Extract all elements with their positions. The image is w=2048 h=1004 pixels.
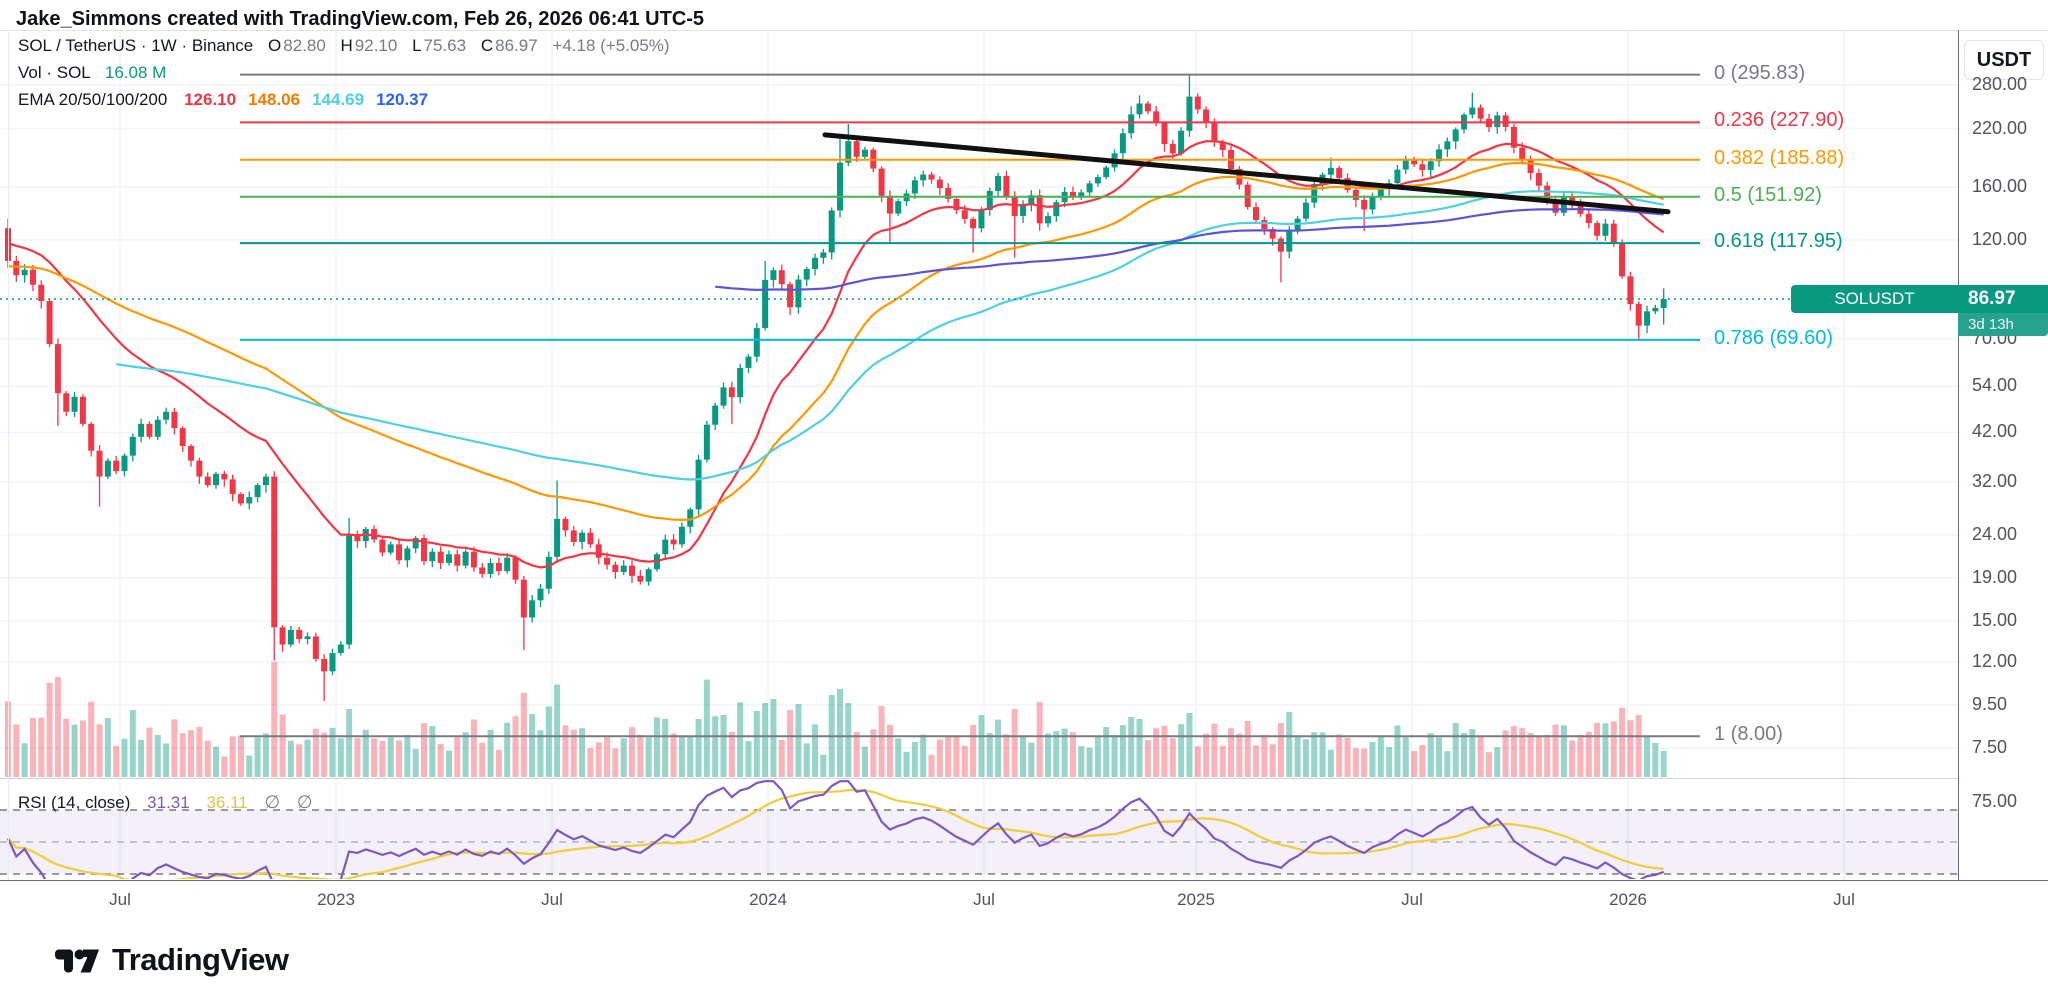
- time-tick-label: Jul: [541, 890, 563, 909]
- rsi-legend-row[interactable]: RSI (14, close) 31.31 36.11 ∅ ∅: [18, 792, 313, 813]
- pane-separator[interactable]: [0, 778, 1958, 779]
- high-value: 92.10: [354, 36, 398, 55]
- price-tick-label: 120.00: [1972, 228, 2028, 249]
- frame-top-border: [0, 30, 2048, 31]
- close-label: C: [480, 36, 494, 55]
- price-tick-label: 42.00: [1972, 421, 2018, 442]
- time-tick-label: 2025: [1177, 890, 1215, 909]
- price-tick-label: 12.00: [1972, 650, 2018, 671]
- price-tick-label: 9.50: [1972, 693, 2008, 714]
- open-label: O: [268, 36, 282, 55]
- price-tick-label: 32.00: [1972, 471, 2018, 492]
- time-tick-label: 2026: [1609, 890, 1647, 909]
- bar-countdown-chip: 3d 13h: [1958, 313, 2048, 336]
- low-value: 75.63: [423, 36, 467, 55]
- change-value: +4.18 (+5.05%): [552, 36, 670, 55]
- plot-left-border: [8, 30, 9, 880]
- last-price-chip: 86.97: [1958, 285, 2048, 313]
- fib-level-label: 0.5 (151.92): [1714, 183, 1822, 206]
- price-tick-label: 24.00: [1972, 523, 2018, 544]
- price-tick-label: 54.00: [1972, 375, 2018, 396]
- price-tick-label: 7.50: [1972, 737, 2008, 758]
- rsi-label: RSI (14, close): [18, 793, 131, 812]
- fib-level-label: 0.618 (117.95): [1714, 230, 1843, 253]
- fib-level-label: 0 (295.83): [1714, 61, 1806, 84]
- time-axis-border: [0, 880, 2048, 881]
- ema-value: 148.06: [248, 90, 301, 109]
- empty-value-icon: ∅: [264, 792, 281, 812]
- rsi-ma-value: 36.11: [206, 793, 248, 812]
- tradingview-logo-text: TradingView: [112, 942, 289, 977]
- price-tick-label: 160.00: [1972, 176, 2028, 197]
- ema-value: 126.10: [184, 90, 237, 109]
- time-tick-label: Jul: [109, 890, 131, 909]
- rsi-tick-label: 75.00: [1972, 791, 2018, 811]
- volume-value: 16.08 M: [104, 63, 167, 82]
- volume-label: Vol · SOL: [18, 63, 91, 82]
- price-tick-label: 19.00: [1972, 566, 2018, 587]
- price-tick-label: 220.00: [1972, 117, 2028, 138]
- fib-level-label: 0.382 (185.88): [1714, 146, 1845, 169]
- symbol-title: SOL / TetherUS · 1W · Binance: [18, 36, 254, 55]
- ema-value: 120.37: [376, 90, 429, 109]
- ema-legend-row[interactable]: EMA 20/50/100/200 126.10 148.06 144.69 120.…: [18, 90, 428, 110]
- ema-label: EMA 20/50/100/200: [18, 90, 168, 109]
- symbol-legend-row[interactable]: SOL / TetherUS · 1W · Binance O 82.80 H 92…: [18, 36, 670, 56]
- price-axis-border: [1958, 30, 1959, 880]
- close-value: 86.97: [495, 36, 538, 55]
- tradingview-logo-icon: [55, 949, 99, 973]
- low-label: L: [412, 36, 422, 55]
- empty-value-icon: ∅: [296, 792, 313, 812]
- symbol-price-flag: SOLUSDT: [1791, 285, 1958, 313]
- ema-values: 126.10 148.06 144.69 120.37: [172, 90, 428, 109]
- open-value: 82.80: [283, 36, 326, 55]
- high-label: H: [340, 36, 353, 55]
- rsi-value: 31.31: [147, 793, 190, 812]
- fib-level-label: 0.786 (69.60): [1714, 326, 1833, 349]
- time-tick-label: Jul: [973, 890, 995, 909]
- time-tick-label: 2024: [749, 890, 787, 909]
- attribution-text: Jake_Simmons created with TradingView.co…: [16, 8, 705, 30]
- tradingview-logo[interactable]: TradingView: [54, 942, 289, 978]
- fib-level-label: 1 (8.00): [1714, 723, 1783, 746]
- ema-value: 144.69: [312, 90, 365, 109]
- volume-legend-row[interactable]: Vol · SOL 16.08 M: [18, 63, 166, 83]
- price-tick-label: 15.00: [1972, 610, 2018, 631]
- time-tick-label: Jul: [1833, 890, 1855, 909]
- time-tick-label: 2023: [317, 890, 355, 909]
- time-tick-label: Jul: [1401, 890, 1423, 909]
- fib-level-label: 0.236 (227.90): [1714, 109, 1845, 132]
- price-tick-label: 280.00: [1972, 73, 2028, 94]
- currency-toggle-button[interactable]: USDT: [1964, 40, 2044, 80]
